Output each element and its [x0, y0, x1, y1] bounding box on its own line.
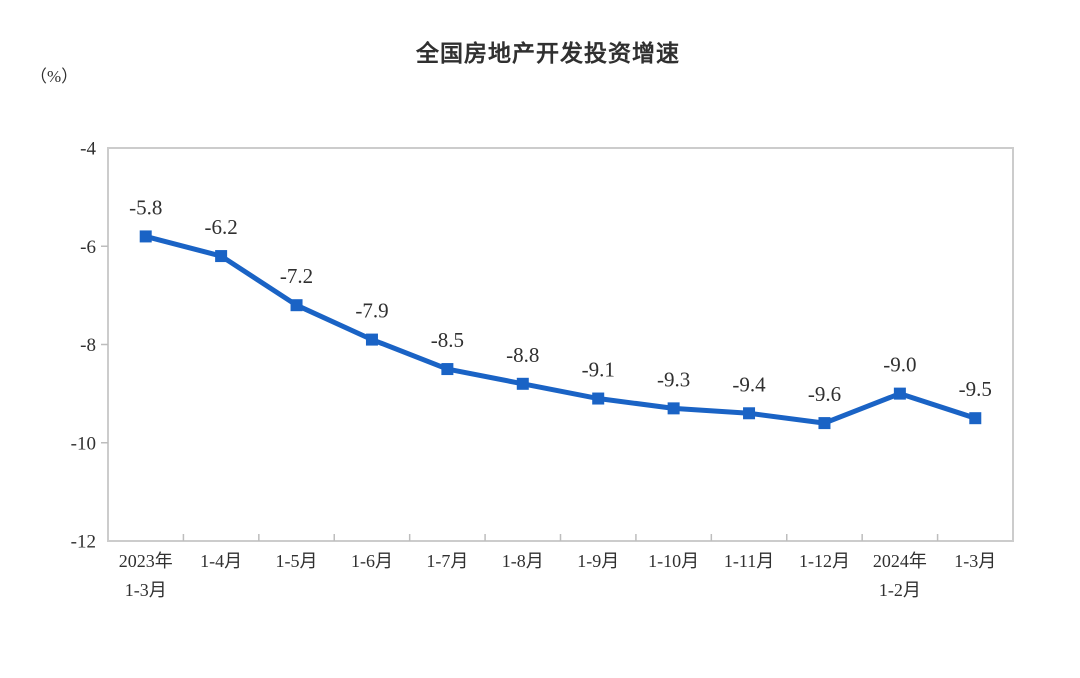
data-point-label: -9.5	[959, 377, 992, 401]
data-point-label: -9.0	[883, 353, 916, 377]
data-point-label: -7.9	[355, 299, 388, 323]
y-axis-tick-label: -8	[80, 335, 96, 356]
x-axis-tick-label: 1-12月	[799, 551, 850, 571]
x-axis-tick-label: 1-4月	[200, 551, 242, 571]
data-line	[143, 233, 978, 426]
x-axis-tick-label: 2023年 1-3月	[119, 551, 173, 600]
y-axis-unit-label: （%）	[30, 67, 79, 86]
x-axis-tick-label: 1-9月	[577, 551, 619, 571]
data-point-marker	[365, 333, 378, 346]
y-axis-tick-label: -6	[80, 237, 96, 258]
chart-title: 全国房地产开发投资增速	[416, 40, 680, 66]
data-point-label: -8.5	[431, 328, 464, 352]
data-point-marker	[592, 392, 605, 405]
x-axis-tick-label: 1-3月	[954, 551, 996, 571]
x-axis-tick-label: 1-6月	[351, 551, 393, 571]
data-point-label: -9.4	[732, 372, 766, 396]
x-axis-tick-label: 1-7月	[426, 551, 468, 571]
x-axis-tick-label: 2024年 1-2月	[873, 551, 927, 600]
x-axis-tick-label: 1-8月	[502, 551, 544, 571]
x-axis-tick-label: 1-11月	[724, 551, 774, 571]
data-point-label: -5.8	[129, 195, 162, 219]
data-point-marker	[667, 402, 680, 415]
data-point-marker	[290, 299, 303, 312]
y-axis-tick-label: -12	[71, 532, 96, 553]
data-point-marker	[516, 377, 529, 390]
data-point-label: -8.8	[506, 343, 539, 367]
y-axis-tick-label: -4	[80, 139, 96, 160]
data-point-marker	[818, 417, 831, 430]
data-point-marker	[969, 412, 982, 425]
data-point-marker	[743, 407, 756, 420]
plot-border	[107, 147, 1014, 542]
data-point-marker	[139, 230, 152, 243]
data-point-label: -6.2	[205, 215, 238, 239]
y-axis-tick-label: -10	[71, 433, 96, 454]
x-axis-tick-label: 1-10月	[648, 551, 699, 571]
data-point-label: -7.2	[280, 264, 313, 288]
data-point-marker	[441, 363, 454, 376]
data-point-label: -9.1	[582, 358, 615, 382]
x-axis-tick-label: 1-5月	[276, 551, 318, 571]
data-point-label: -9.3	[657, 367, 690, 391]
data-point-label: -9.6	[808, 382, 841, 406]
data-point-marker	[215, 250, 228, 263]
data-point-marker	[893, 387, 906, 400]
